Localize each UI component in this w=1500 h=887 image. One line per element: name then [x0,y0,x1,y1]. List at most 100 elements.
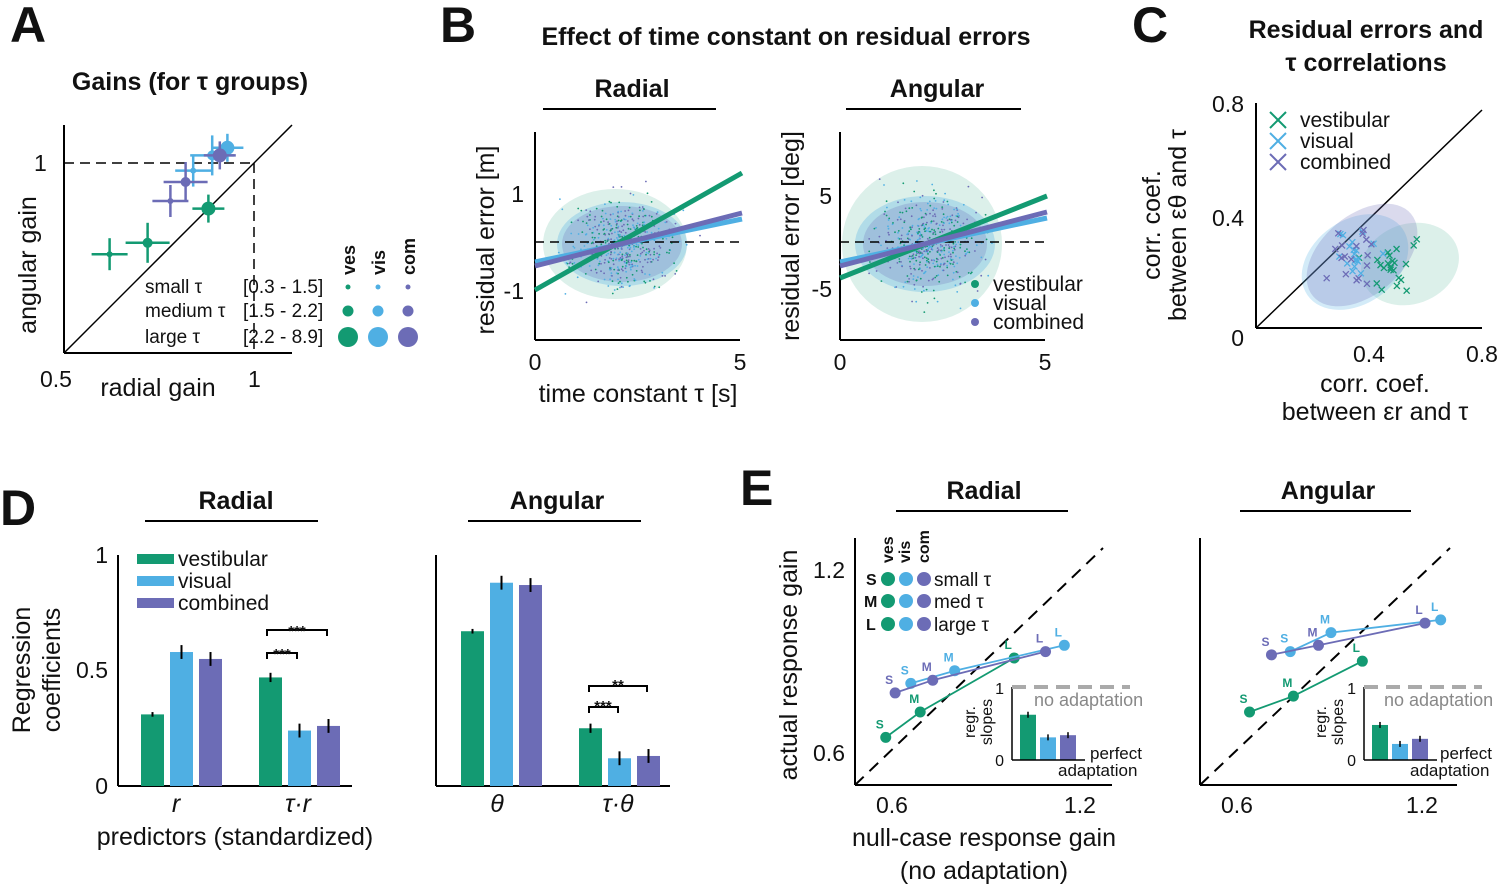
scatter-dot [620,231,623,234]
scatter-dot [934,200,937,202]
scatter-dot [671,236,674,239]
scatter-dot [935,260,938,263]
scatter-dot [649,261,652,263]
scatter-dot [622,229,625,232]
scatter-dot [585,233,588,235]
scatter-dot [966,251,969,254]
c-cross-vestibular [1377,261,1384,269]
scatter-dot [932,209,934,212]
scatter-dot [970,237,973,240]
scatter-dot [959,243,962,246]
scatter-dot [624,218,627,221]
scatter-dot [939,254,942,256]
scatter-dot [658,245,661,248]
scatter-dot [928,200,931,203]
scatter-dot [919,196,922,199]
scatter-dot [645,251,648,254]
scatter-dot [629,255,631,258]
e-xlabel-1: null-case response gain [852,824,1116,852]
scatter-dot [957,212,959,215]
b-angular-ytick-5: 5 [819,183,832,209]
scatter-dot [652,278,655,281]
scatter-dot [644,273,646,275]
scatter-dot [611,275,613,277]
scatter-dot [619,286,621,289]
scatter-dot [922,222,925,225]
e-angular-xtick-12: 1.2 [1406,792,1438,818]
c-cross-combined [1353,276,1361,284]
scatter-dot [967,272,970,274]
scatter-dot [609,253,612,256]
scatter-dot [624,231,627,234]
scatter-dot [625,256,628,259]
scatter-dot [922,285,924,288]
scatter-dot [572,245,575,248]
c-cross-visual [1351,263,1359,271]
scatter-dot [878,235,881,238]
panel-label-e: E [740,460,773,516]
d-pred-r: r [172,790,182,818]
scatter-dot [926,302,929,304]
scatter-dot [964,254,967,257]
e-point-angular-visual-2 [1435,614,1447,626]
scatter-dot [644,281,647,284]
scatter-dot [641,271,644,274]
scatter-dot [621,248,623,250]
scatter-dot [603,278,606,281]
scatter-dot [926,221,928,224]
scatter-dot [650,201,653,203]
scatter-dot [897,231,899,234]
scatter-dot [935,275,938,277]
e-row-key-l: L [866,617,876,634]
e-radial-inset-ylabel-2: slopes [979,699,996,745]
scatter-dot [643,221,646,224]
scatter-dot [557,251,560,254]
scatter-dot [939,245,942,248]
scatter-dot [938,224,941,227]
scatter-dot [921,253,924,256]
scatter-dot [926,266,929,268]
scatter-dot [699,234,701,237]
scatter-dot [609,278,611,281]
scatter-dot [911,226,913,229]
scatter-dot [629,246,632,249]
scatter-dot [603,261,606,264]
scatter-dot [607,233,610,235]
scatter-dot [939,231,941,234]
e-angular-inset-tick-1: 1 [1347,681,1356,698]
scatter-dot [941,257,944,259]
e-row-key-s: S [866,572,877,589]
scatter-dot [943,228,946,231]
scatter-dot [611,292,614,295]
c-cross-combined [1323,274,1331,282]
scatter-dot [591,232,594,234]
scatter-dot [559,198,561,201]
scatter-dot [929,212,931,215]
scatter-dot [600,243,603,246]
scatter-dot [642,215,645,218]
scatter-dot [955,255,957,258]
scatter-dot [632,219,635,222]
scatter-dot [923,271,926,274]
scatter-dot [962,203,965,206]
a-col-com: com [399,238,419,275]
scatter-dot [900,234,903,237]
a-dot-vis-large [368,327,388,347]
scatter-dot [634,279,637,282]
scatter-dot [969,272,972,275]
scatter-dot [662,237,664,240]
scatter-dot [980,274,983,277]
scatter-dot [616,205,619,208]
scatter-dot [631,218,634,221]
c-cross-vestibular [1410,241,1418,249]
scatter-dot [600,221,602,223]
d-pred-theta: θ [490,790,504,818]
scatter-dot [875,270,878,272]
scatter-dot [630,259,633,262]
scatter-dot [636,254,639,256]
scatter-dot [880,280,883,282]
scatter-dot [568,266,570,268]
b-radial-xtick-5: 5 [734,349,747,375]
scatter-dot [912,253,915,256]
scatter-dot [932,289,935,292]
